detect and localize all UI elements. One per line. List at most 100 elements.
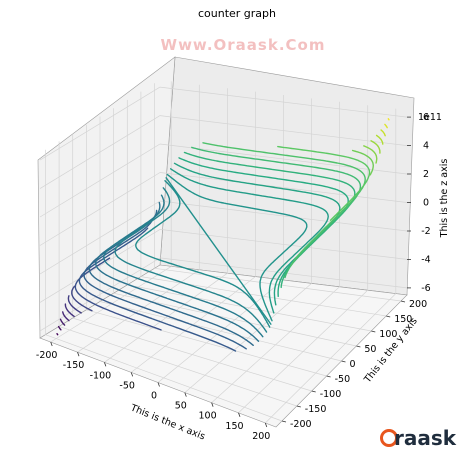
contour-line bbox=[135, 180, 271, 328]
grid-line bbox=[39, 200, 161, 275]
grid-line bbox=[86, 309, 327, 377]
x-tick-label: 50 bbox=[175, 401, 187, 412]
chart-title: counter graph bbox=[198, 7, 276, 20]
contour-line bbox=[191, 146, 362, 279]
z-axis-label: This is the z axis bbox=[439, 159, 450, 239]
x-tick-label: 100 bbox=[199, 411, 217, 422]
contour-line bbox=[59, 318, 66, 326]
contour-line bbox=[370, 140, 381, 154]
x-tick-label: -100 bbox=[90, 370, 112, 381]
contour-line bbox=[363, 145, 378, 164]
y-tick-mark bbox=[326, 375, 331, 378]
z-tick-label: 4 bbox=[423, 141, 429, 152]
y-tick-mark bbox=[356, 345, 361, 348]
grid-line bbox=[159, 200, 408, 232]
contour-line bbox=[165, 176, 272, 326]
y-tick-label: -150 bbox=[305, 404, 327, 415]
contour-line bbox=[277, 145, 371, 221]
y-tick-label: 50 bbox=[364, 344, 376, 355]
x-tick-mark bbox=[130, 372, 134, 377]
z-tick-label: -4 bbox=[421, 254, 430, 265]
grid-line bbox=[159, 86, 408, 118]
contour-line bbox=[62, 311, 70, 322]
grid-line bbox=[154, 267, 402, 302]
watermark-text: Www.Oraask.Com bbox=[161, 36, 326, 54]
x-tick-label: 150 bbox=[225, 421, 243, 432]
x-tick-mark bbox=[77, 352, 80, 357]
grid-line bbox=[99, 301, 342, 362]
grid-line bbox=[39, 229, 161, 303]
logo-ring-icon bbox=[380, 429, 398, 447]
grid-line bbox=[159, 229, 408, 260]
contour-line bbox=[351, 149, 374, 176]
x-tick-label: -200 bbox=[36, 350, 58, 361]
z-tick-label: 2 bbox=[423, 169, 429, 180]
y-tick-label: -50 bbox=[335, 374, 351, 385]
z-tick-label: -2 bbox=[421, 226, 430, 237]
x-tick-mark bbox=[50, 341, 53, 347]
x-tick-label: 200 bbox=[252, 431, 270, 442]
x-tick-label: -150 bbox=[63, 360, 85, 371]
contour-line bbox=[56, 333, 59, 336]
contour-line bbox=[67, 295, 82, 314]
grid-line bbox=[159, 115, 408, 146]
contour-line bbox=[170, 168, 329, 314]
contour-lines bbox=[56, 118, 390, 352]
logo-text: Oraask bbox=[377, 426, 457, 450]
x-tick-mark bbox=[157, 382, 160, 387]
z-tick-label: -6 bbox=[421, 283, 430, 294]
grid-line bbox=[159, 172, 408, 203]
x-tick-mark bbox=[104, 362, 107, 367]
contour-line bbox=[166, 173, 308, 322]
grid-line bbox=[113, 292, 357, 347]
y-tick-mark bbox=[400, 300, 406, 303]
grid-line bbox=[159, 257, 408, 289]
z-tick-label: 0 bbox=[423, 198, 429, 209]
contour-line bbox=[380, 129, 386, 137]
grid-line bbox=[39, 143, 161, 218]
contour-line bbox=[384, 123, 388, 129]
y-tick-label: 200 bbox=[409, 299, 427, 310]
x-tick-mark bbox=[184, 392, 187, 397]
contour-line bbox=[71, 285, 93, 312]
contour-line bbox=[202, 142, 366, 267]
x-tick-label: 0 bbox=[151, 391, 157, 402]
y-tick-label: -100 bbox=[320, 389, 342, 400]
grid-line bbox=[72, 317, 312, 392]
grid-line bbox=[45, 334, 283, 422]
grid-line bbox=[39, 172, 161, 246]
contour-line bbox=[74, 257, 162, 331]
contour-line bbox=[64, 303, 75, 318]
oraask-logo: Oraask bbox=[377, 426, 457, 450]
y-tick-mark bbox=[371, 330, 376, 333]
y-tick-mark bbox=[296, 405, 301, 408]
x-tick-mark bbox=[211, 402, 214, 407]
y-tick-mark bbox=[281, 420, 287, 423]
grid-line bbox=[39, 257, 161, 332]
back-pane bbox=[159, 56, 415, 296]
x-tick-mark bbox=[264, 422, 268, 428]
z-tick-label: 6 bbox=[423, 112, 429, 123]
y-tick-label: -200 bbox=[290, 419, 312, 430]
z-offset-label: 1e11 bbox=[418, 112, 442, 123]
y-tick-label: 150 bbox=[394, 314, 412, 325]
contour-line bbox=[103, 194, 264, 338]
y-tick-label: 100 bbox=[379, 329, 397, 340]
contour-line bbox=[78, 227, 237, 352]
grid-line bbox=[127, 284, 372, 332]
contour-line bbox=[375, 134, 384, 145]
grid-line bbox=[39, 86, 161, 161]
y-tick-label: 0 bbox=[350, 359, 356, 370]
grid-line bbox=[58, 326, 297, 407]
grid-line bbox=[159, 143, 408, 175]
contour-line bbox=[387, 118, 390, 121]
grid-line bbox=[140, 276, 387, 317]
contour-line bbox=[114, 187, 268, 333]
y-tick-mark bbox=[386, 315, 391, 318]
x-tick-mark bbox=[238, 412, 241, 417]
axis-ticks: -200-150-100-50050100150200-200-150-100-… bbox=[36, 112, 431, 442]
y-tick-mark bbox=[341, 360, 346, 363]
contour-line bbox=[57, 325, 62, 331]
y-tick-mark bbox=[311, 390, 316, 393]
